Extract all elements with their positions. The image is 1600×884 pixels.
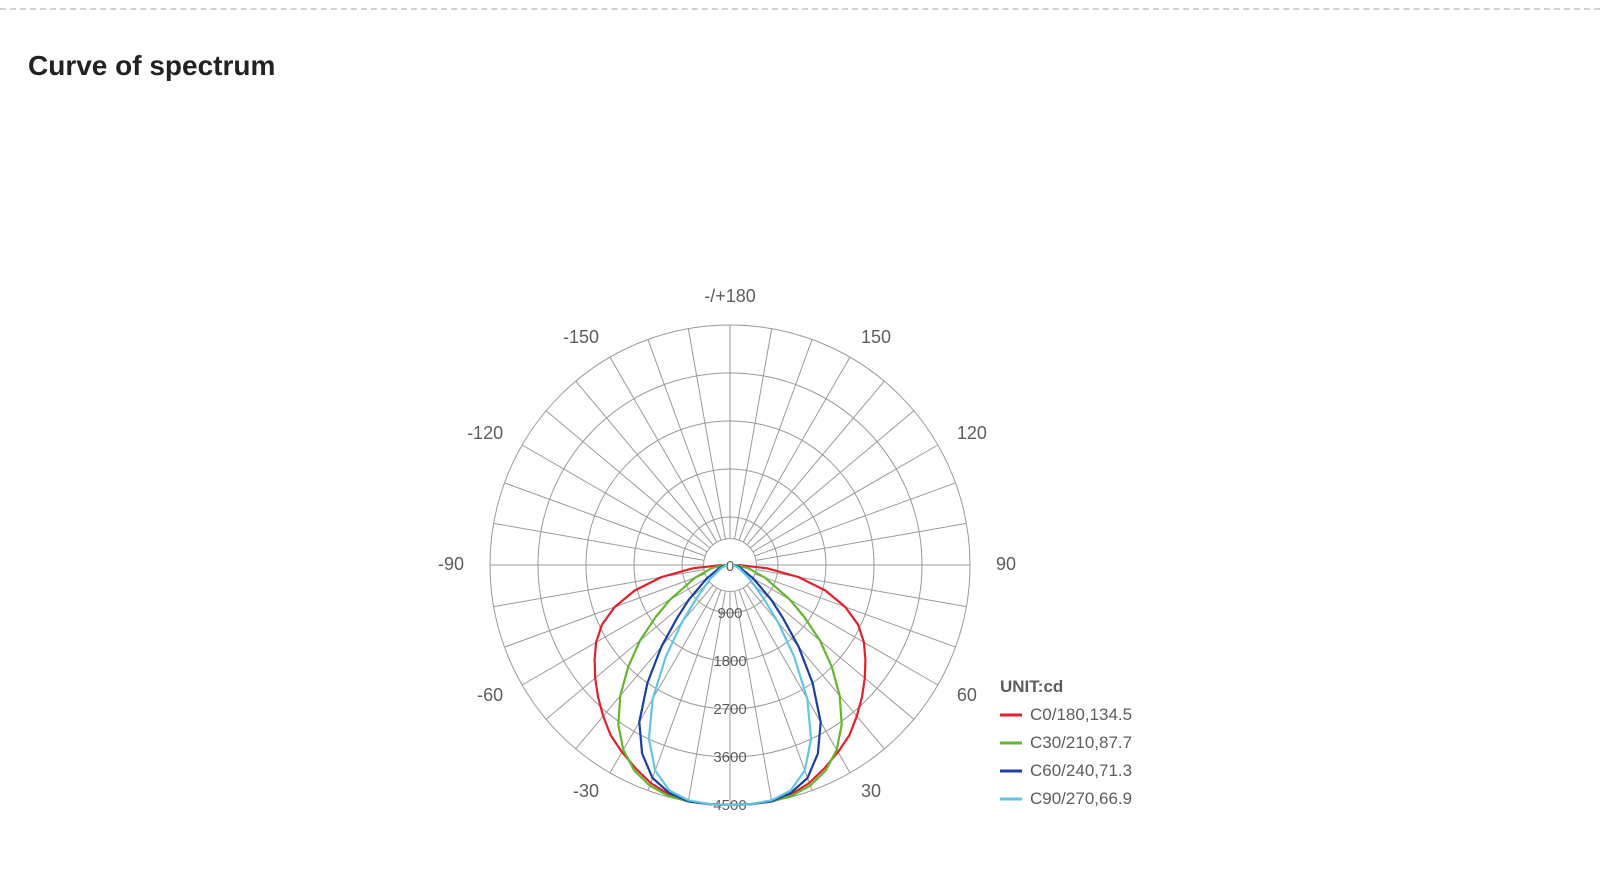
- svg-text:3600: 3600: [713, 749, 746, 766]
- svg-text:C0/180,134.5: C0/180,134.5: [1030, 705, 1132, 724]
- svg-text:30: 30: [861, 781, 881, 801]
- svg-text:-150: -150: [563, 327, 599, 347]
- svg-text:150: 150: [861, 327, 891, 347]
- svg-text:-/+180: -/+180: [704, 286, 756, 306]
- svg-text:C30/210,87.7: C30/210,87.7: [1030, 733, 1132, 752]
- polar-chart: 09001800270036004500-/+180-150150-120120…: [0, 112, 1600, 837]
- svg-text:UNIT:cd: UNIT:cd: [1000, 677, 1063, 696]
- svg-text:-90: -90: [438, 554, 464, 574]
- svg-text:0: 0: [726, 558, 734, 575]
- svg-text:1800: 1800: [713, 653, 746, 670]
- svg-text:60: 60: [957, 685, 977, 705]
- svg-text:-60: -60: [477, 685, 503, 705]
- svg-text:C60/240,71.3: C60/240,71.3: [1030, 761, 1132, 780]
- svg-text:-120: -120: [467, 423, 503, 443]
- section-divider: [0, 8, 1600, 10]
- svg-text:120: 120: [957, 423, 987, 443]
- svg-text:-30: -30: [573, 781, 599, 801]
- svg-text:0: 0: [725, 830, 735, 832]
- svg-text:900: 900: [717, 605, 742, 622]
- section-title: Curve of spectrum: [28, 50, 1600, 82]
- svg-text:90: 90: [996, 554, 1016, 574]
- svg-text:2700: 2700: [713, 701, 746, 718]
- svg-text:C90/270,66.9: C90/270,66.9: [1030, 789, 1132, 808]
